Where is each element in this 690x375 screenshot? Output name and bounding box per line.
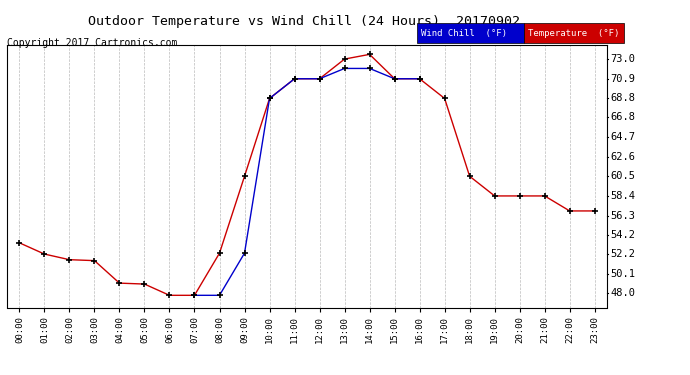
Text: 64.7: 64.7 <box>611 132 635 142</box>
Text: 50.1: 50.1 <box>611 269 635 279</box>
Text: 54.2: 54.2 <box>611 230 635 240</box>
Text: Temperature  (°F): Temperature (°F) <box>528 29 619 38</box>
Text: 68.8: 68.8 <box>611 93 635 104</box>
Text: 62.6: 62.6 <box>611 152 635 162</box>
Text: 70.9: 70.9 <box>611 74 635 84</box>
Text: 73.0: 73.0 <box>611 54 635 64</box>
Text: 58.4: 58.4 <box>611 191 635 201</box>
Text: Copyright 2017 Cartronics.com: Copyright 2017 Cartronics.com <box>7 38 177 48</box>
Text: Wind Chill  (°F): Wind Chill (°F) <box>421 29 507 38</box>
Text: 52.2: 52.2 <box>611 249 635 259</box>
Text: Outdoor Temperature vs Wind Chill (24 Hours)  20170902: Outdoor Temperature vs Wind Chill (24 Ho… <box>88 15 520 28</box>
Text: 48.0: 48.0 <box>611 288 635 298</box>
Text: 60.5: 60.5 <box>611 171 635 181</box>
Text: 56.3: 56.3 <box>611 211 635 220</box>
Text: 66.8: 66.8 <box>611 112 635 122</box>
